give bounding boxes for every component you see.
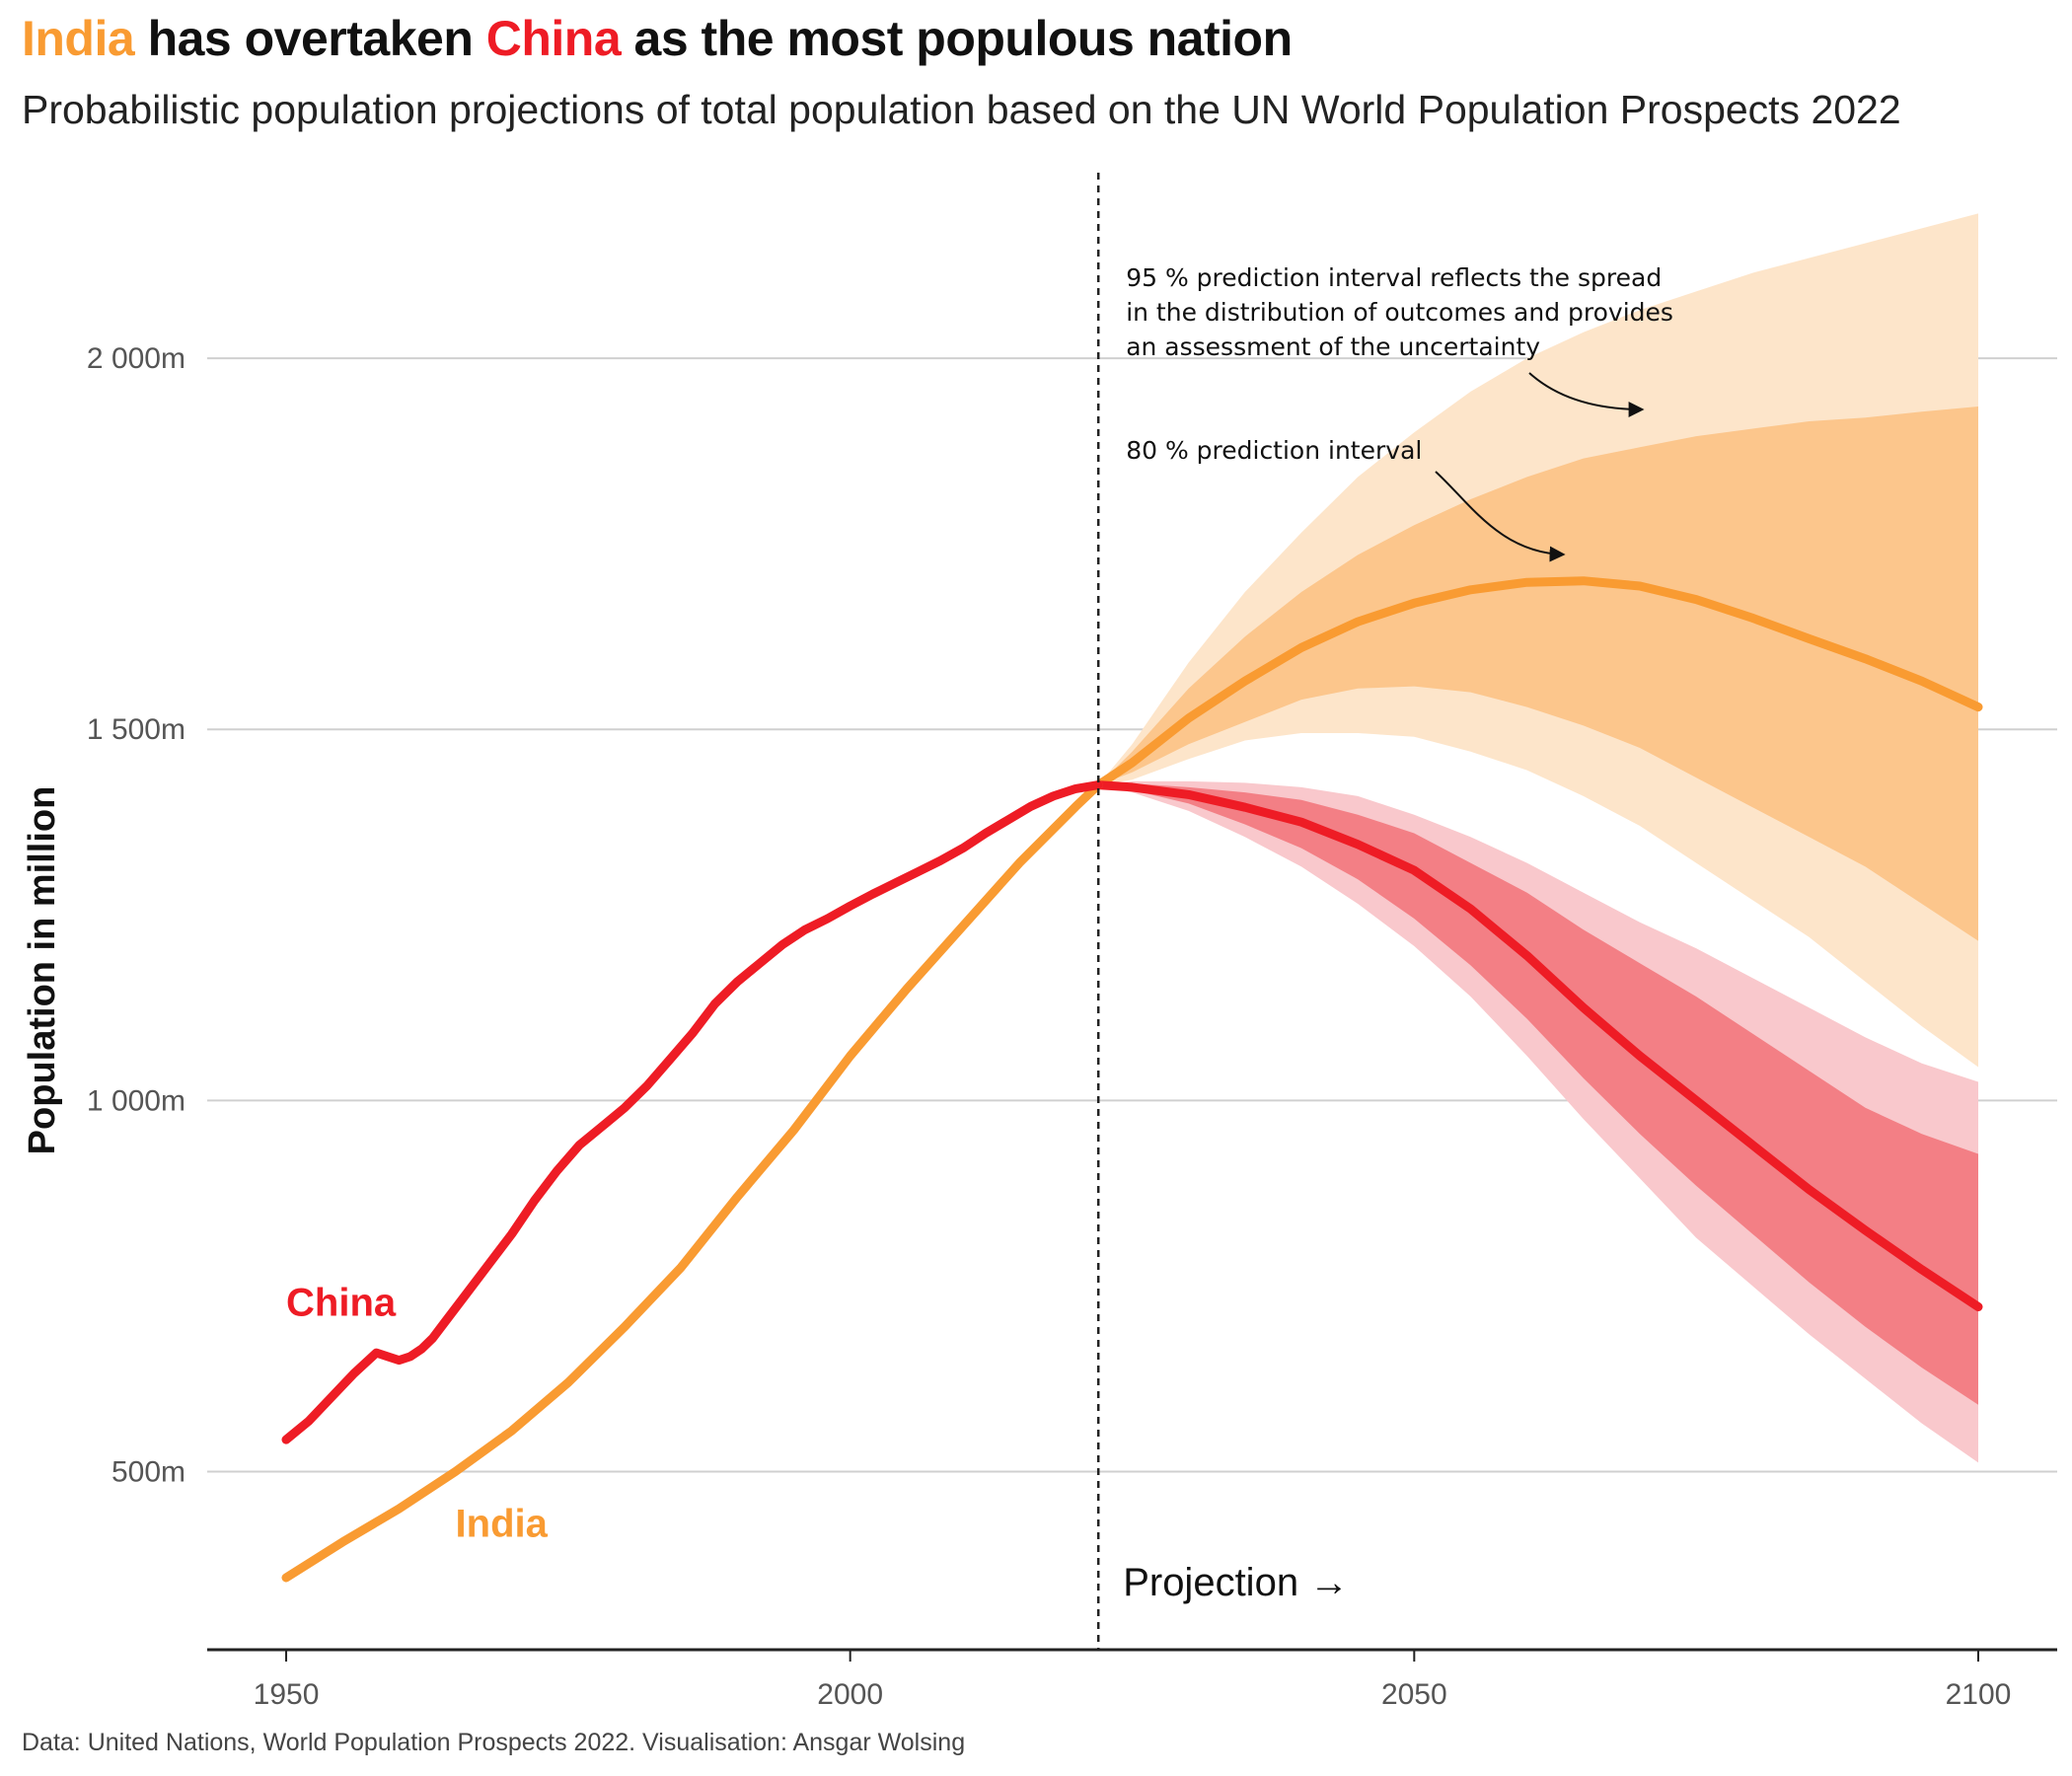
india-pi80-band xyxy=(1098,407,1978,941)
china-projection-line xyxy=(1093,780,1983,1311)
china-pi80-band xyxy=(1098,783,1978,1405)
y-tick-label: 500m xyxy=(111,1455,185,1488)
projection-label: Projection → xyxy=(1123,1561,1349,1604)
x-tick-label: 1950 xyxy=(254,1678,320,1711)
annotation-pi95-line: 95 % prediction interval reflects the sp… xyxy=(1126,263,1662,292)
x-tick-label: 2050 xyxy=(1381,1678,1447,1711)
annotation-pi95-line: in the distribution of outcomes and prov… xyxy=(1126,298,1673,327)
title-china: China xyxy=(485,11,622,66)
x-tick-label: 2000 xyxy=(817,1678,883,1711)
y-tick-label: 1 500m xyxy=(87,713,185,746)
y-tick-label: 1 000m xyxy=(87,1084,185,1117)
india-series-label: India xyxy=(456,1503,549,1546)
india-projection-line xyxy=(1093,576,1983,790)
title-text-1: has overtaken xyxy=(134,11,486,66)
title-india: India xyxy=(22,11,135,66)
india-line xyxy=(281,780,1103,1583)
china-line xyxy=(281,780,1103,1444)
annotation-pi95-arrow xyxy=(1528,372,1645,417)
y-axis-label: Population in million xyxy=(22,786,63,1155)
china-series-label: China xyxy=(286,1281,397,1324)
annotation-pi95-line: an assessment of the uncertainty xyxy=(1126,333,1540,361)
chart-title: India has overtaken China as the most po… xyxy=(22,10,1293,67)
chart-caption: Data: United Nations, World Population P… xyxy=(22,1729,966,1756)
x-tick-label: 2100 xyxy=(1946,1678,2012,1711)
y-tick-label: 2 000m xyxy=(87,342,185,375)
annotation-pi80-arrow xyxy=(1435,471,1566,562)
title-text-2: as the most populous nation xyxy=(621,11,1294,66)
chart-subtitle: Probabilistic population projections of … xyxy=(22,87,1901,132)
annotation-pi80-line: 80 % prediction interval xyxy=(1126,436,1422,465)
